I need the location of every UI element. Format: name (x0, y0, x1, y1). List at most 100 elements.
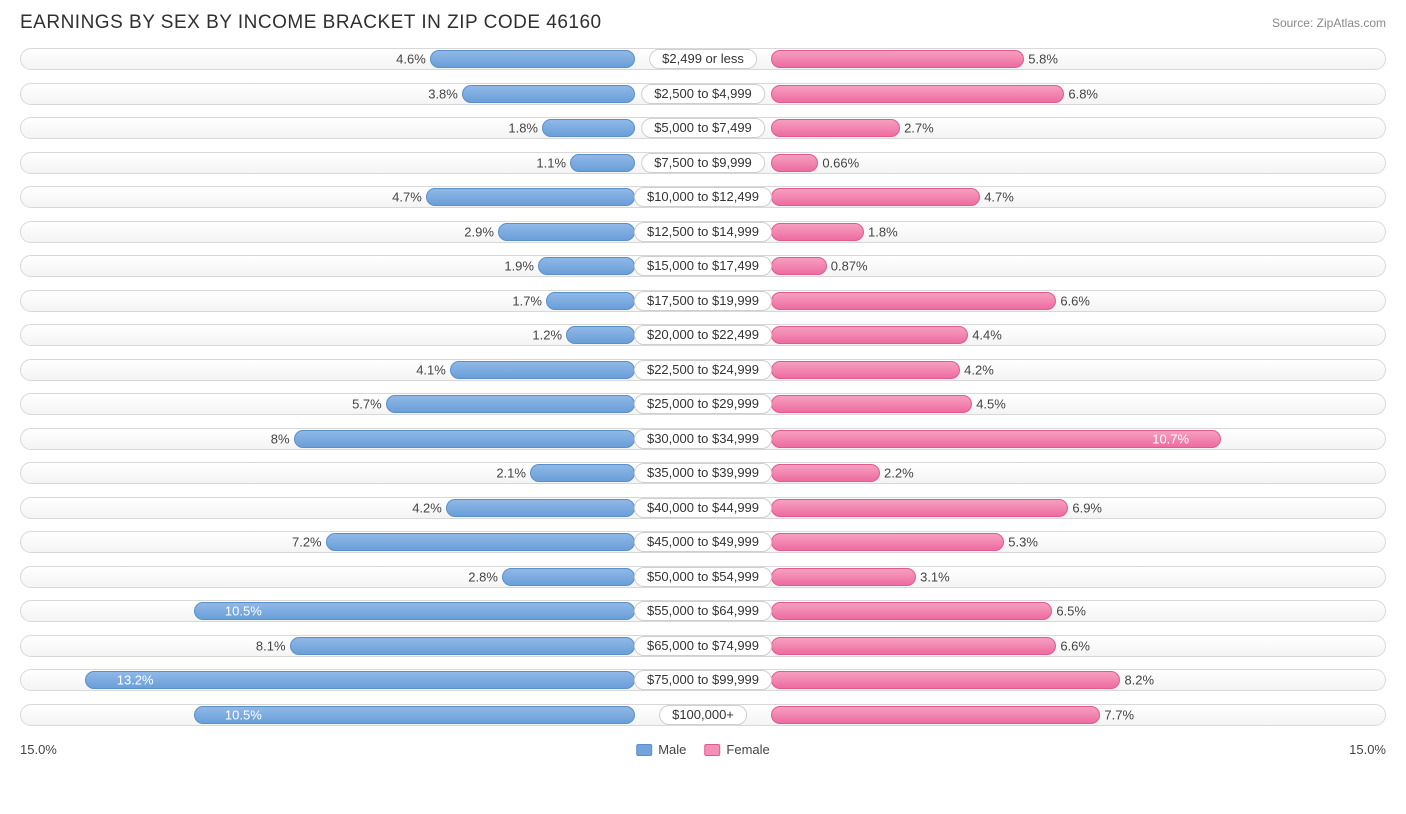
male-bar (570, 154, 635, 172)
chart-row: 4.7% 4.7% $10,000 to $12,499 (20, 180, 1386, 215)
female-bar (771, 85, 1064, 103)
male-pct: 1.2% (532, 328, 562, 343)
female-pct: 4.7% (984, 190, 1014, 205)
chart-row: 8.1%6.6%$65,000 to $74,999 (20, 629, 1386, 664)
chart-row: 1.2% 4.4% $20,000 to $22,499 (20, 318, 1386, 353)
female-pct: 2.7% (904, 121, 934, 136)
bracket-label: $22,500 to $24,999 (634, 360, 772, 380)
female-bar (771, 292, 1056, 310)
male-pct: 1.8% (508, 121, 538, 136)
female-bar (771, 706, 1100, 724)
male-bar (290, 637, 635, 655)
female-pct: 4.5% (976, 397, 1006, 412)
bracket-label: $35,000 to $39,999 (634, 463, 772, 483)
chart-row: 3.8% 6.8% $2,500 to $4,999 (20, 77, 1386, 112)
chart-header: EARNINGS BY SEX BY INCOME BRACKET IN ZIP… (0, 0, 1406, 42)
bracket-label: $17,500 to $19,999 (634, 291, 772, 311)
male-pct: 8.1% (256, 638, 286, 653)
chart-row: 10.5%6.5%$55,000 to $64,999 (20, 594, 1386, 629)
bracket-label: $25,000 to $29,999 (634, 394, 772, 414)
axis-max-right: 15.0% (1349, 742, 1386, 757)
chart-title: EARNINGS BY SEX BY INCOME BRACKET IN ZIP… (20, 12, 602, 34)
female-pct: 0.66% (822, 155, 859, 170)
female-pct: 6.8% (1068, 86, 1098, 101)
chart-row: 13.2%8.2%$75,000 to $99,999 (20, 663, 1386, 698)
bracket-label: $2,500 to $4,999 (641, 84, 765, 104)
male-bar (566, 326, 635, 344)
male-pct: 7.2% (292, 535, 322, 550)
female-bar (771, 395, 972, 413)
female-bar (771, 188, 980, 206)
axis-max-left: 15.0% (20, 742, 57, 757)
legend: Male Female (636, 742, 770, 757)
chart-row: 10.5%7.7%$100,000+ (20, 698, 1386, 733)
female-pct: 7.7% (1104, 707, 1134, 722)
female-bar (771, 568, 916, 586)
male-bar (85, 671, 634, 689)
female-pct: 8.2% (1124, 673, 1154, 688)
female-pct: 6.9% (1072, 500, 1102, 515)
bracket-label: $100,000+ (659, 705, 747, 725)
chart-row: 8%10.7%$30,000 to $34,999 (20, 422, 1386, 457)
male-pct: 3.8% (428, 86, 458, 101)
female-pct: 1.8% (868, 224, 898, 239)
female-swatch-icon (704, 744, 720, 756)
male-bar (502, 568, 635, 586)
male-pct: 2.8% (468, 569, 498, 584)
chart-row: 4.1% 4.2% $22,500 to $24,999 (20, 353, 1386, 388)
chart-row: 1.8% 2.7% $5,000 to $7,499 (20, 111, 1386, 146)
male-bar (446, 499, 635, 517)
chart-row: 4.6% 5.8% $2,499 or less (20, 42, 1386, 77)
male-pct: 1.7% (512, 293, 542, 308)
chart-row: 2.1% 2.2% $35,000 to $39,999 (20, 456, 1386, 491)
male-bar (430, 50, 635, 68)
chart-row: 7.2%5.3%$45,000 to $49,999 (20, 525, 1386, 560)
female-pct: 5.8% (1028, 52, 1058, 67)
female-bar (771, 119, 900, 137)
female-bar (771, 154, 818, 172)
male-bar (530, 464, 635, 482)
male-bar (538, 257, 635, 275)
male-pct: 4.1% (416, 362, 446, 377)
female-bar (771, 326, 968, 344)
male-pct: 10.5% (225, 604, 262, 619)
male-bar (294, 430, 635, 448)
bracket-label: $2,499 or less (649, 49, 757, 69)
male-bar (386, 395, 635, 413)
chart-row: 1.9% 0.87% $15,000 to $17,499 (20, 249, 1386, 284)
male-pct: 4.6% (396, 52, 426, 67)
male-pct: 5.7% (352, 397, 382, 412)
bracket-label: $5,000 to $7,499 (641, 118, 765, 138)
male-bar (450, 361, 635, 379)
male-bar (426, 188, 635, 206)
legend-female-label: Female (726, 742, 769, 757)
chart-footer: 15.0% Male Female 15.0% (0, 736, 1406, 760)
bracket-label: $50,000 to $54,999 (634, 567, 772, 587)
male-pct: 4.7% (392, 190, 422, 205)
male-pct: 1.9% (504, 259, 534, 274)
male-pct: 2.1% (496, 466, 526, 481)
female-pct: 4.2% (964, 362, 994, 377)
bracket-label: $20,000 to $22,499 (634, 325, 772, 345)
bracket-label: $40,000 to $44,999 (634, 498, 772, 518)
female-bar (771, 671, 1120, 689)
female-bar (771, 637, 1056, 655)
chart-row: 1.7%6.6%$17,500 to $19,999 (20, 284, 1386, 319)
male-bar (326, 533, 635, 551)
chart-source: Source: ZipAtlas.com (1272, 16, 1386, 30)
female-pct: 2.2% (884, 466, 914, 481)
female-bar (771, 499, 1068, 517)
male-pct: 2.9% (464, 224, 494, 239)
female-bar (771, 464, 880, 482)
chart-row: 5.7% 4.5% $25,000 to $29,999 (20, 387, 1386, 422)
bracket-label: $15,000 to $17,499 (634, 256, 772, 276)
female-pct: 4.4% (972, 328, 1002, 343)
male-bar (542, 119, 635, 137)
female-pct: 0.87% (831, 259, 868, 274)
bracket-label: $7,500 to $9,999 (641, 153, 765, 173)
male-pct: 1.1% (536, 155, 566, 170)
bracket-label: $55,000 to $64,999 (634, 601, 772, 621)
bracket-label: $10,000 to $12,499 (634, 187, 772, 207)
male-pct: 4.2% (412, 500, 442, 515)
female-pct: 10.7% (1152, 431, 1189, 446)
